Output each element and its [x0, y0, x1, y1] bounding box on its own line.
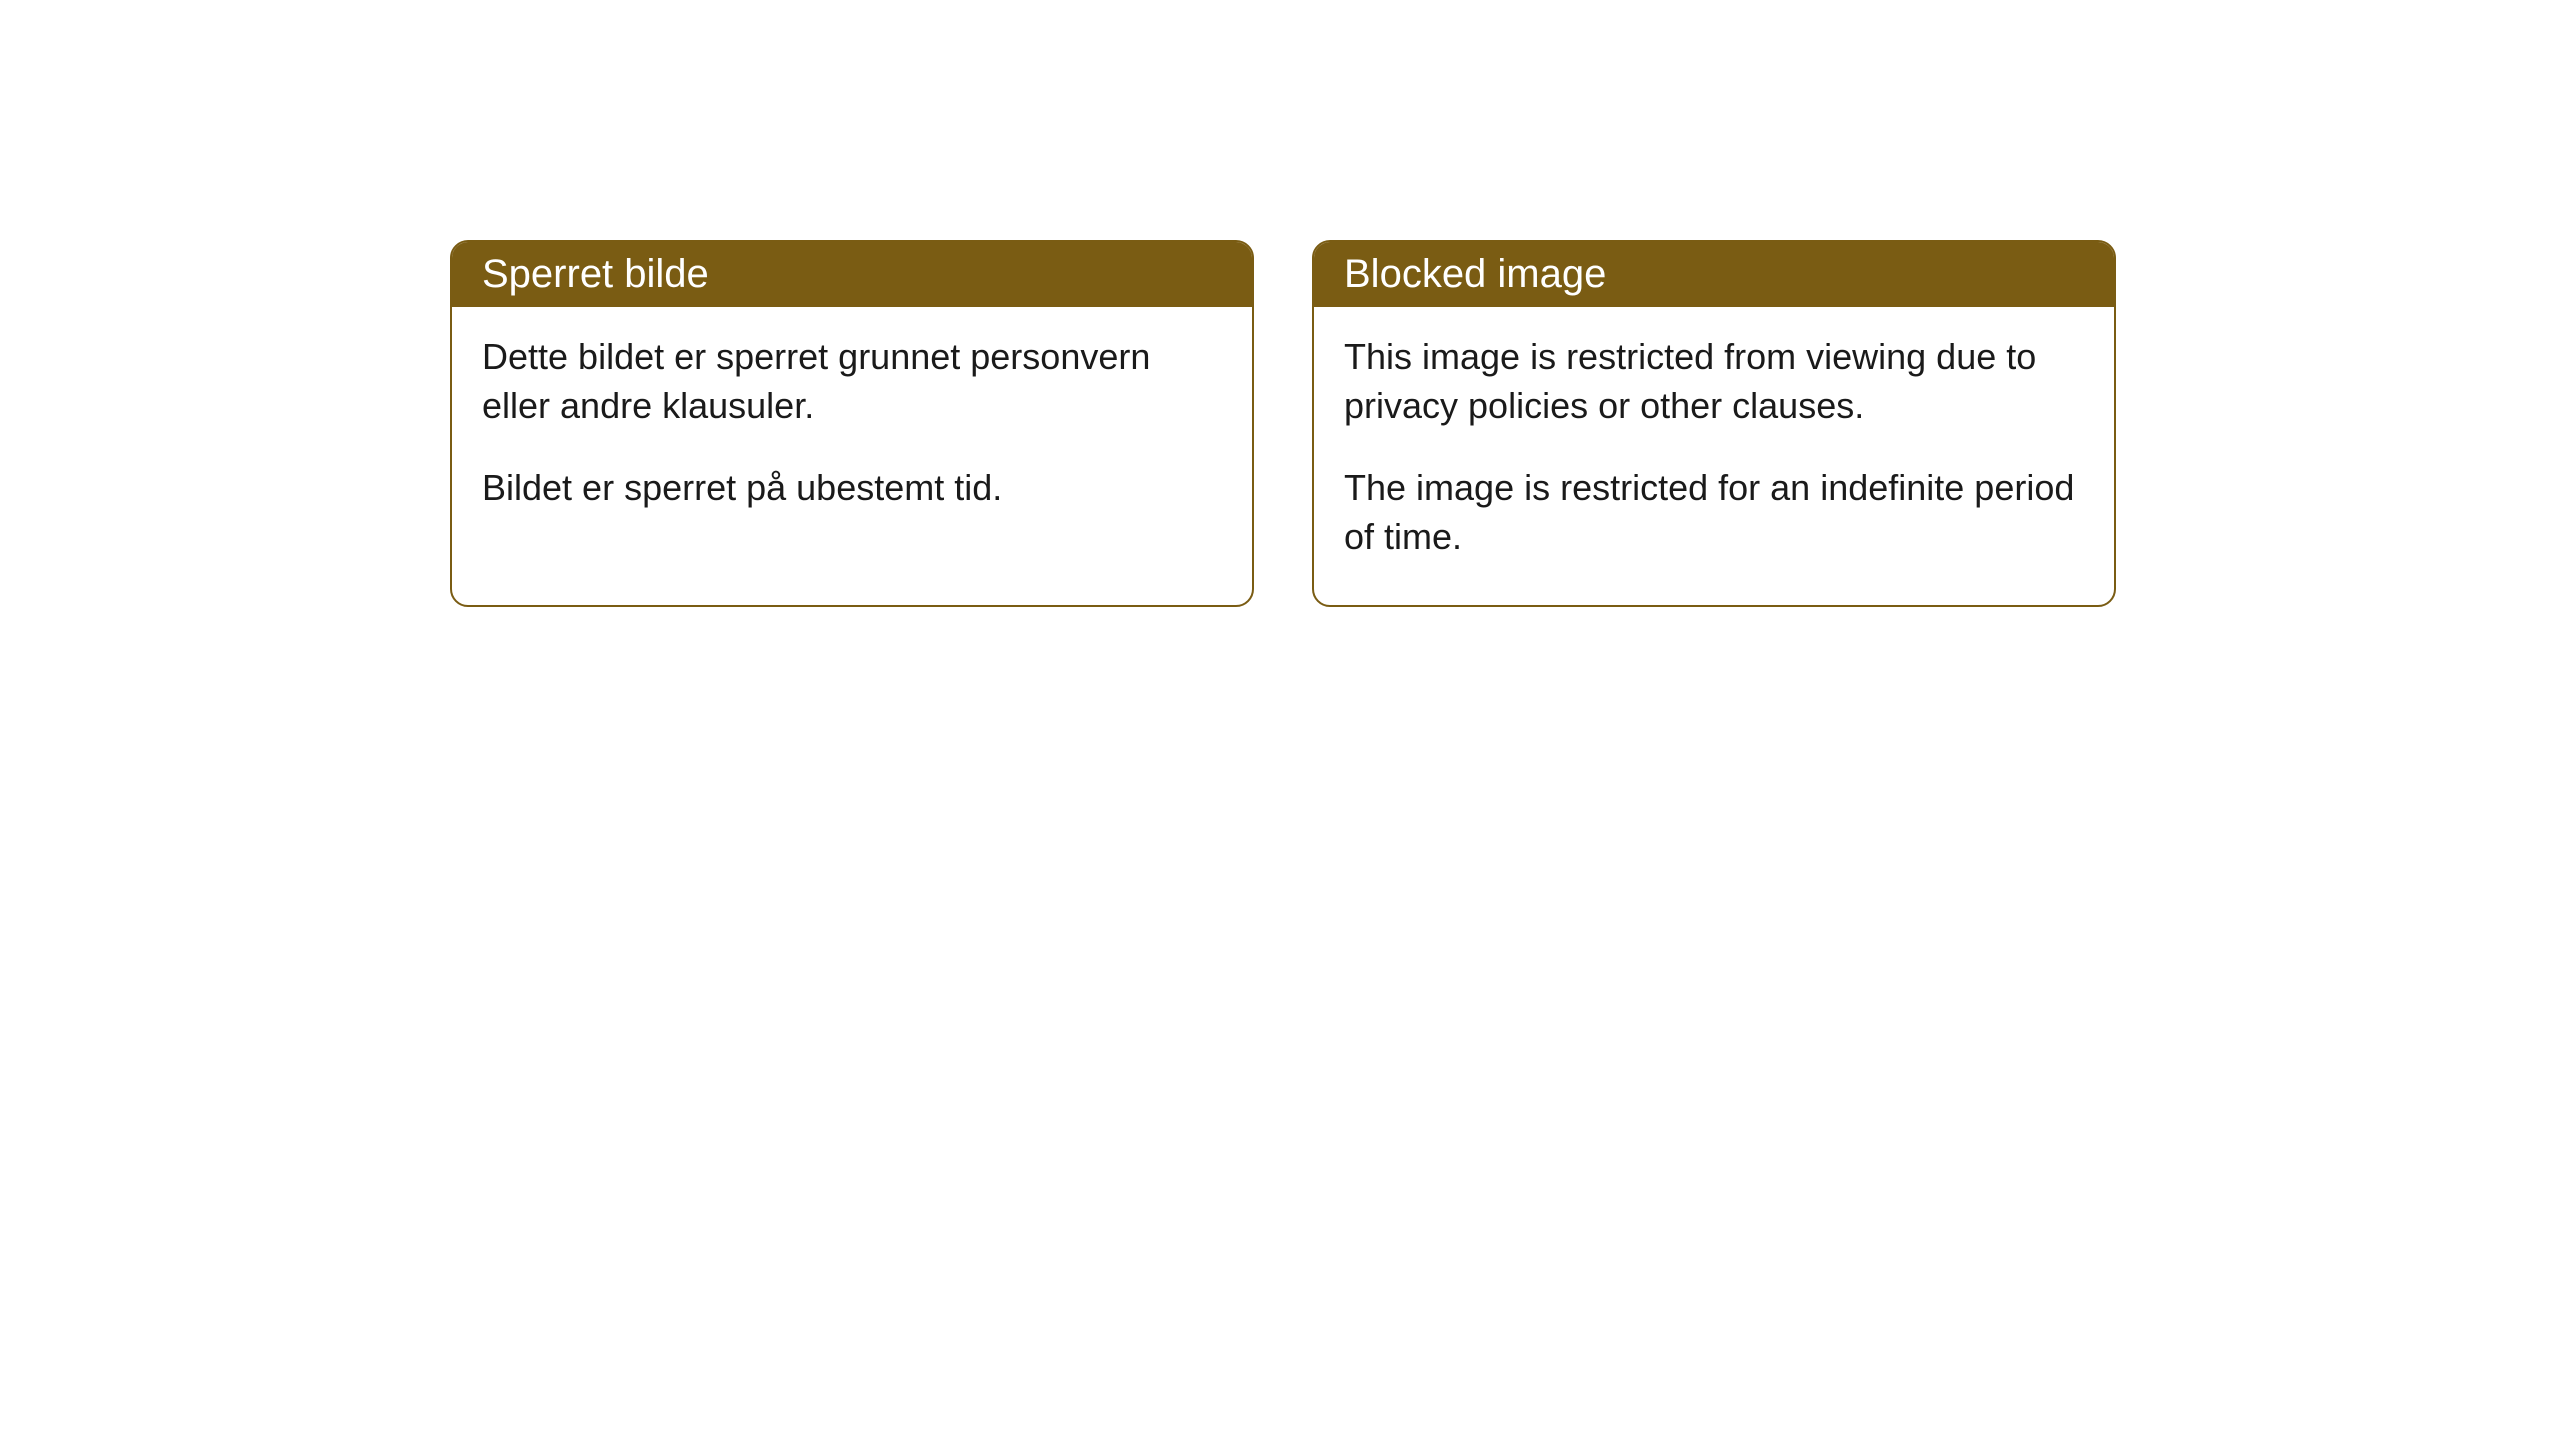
card-body: This image is restricted from viewing du… — [1314, 307, 2114, 605]
card-title: Blocked image — [1344, 252, 1606, 296]
card-header: Sperret bilde — [452, 242, 1252, 307]
notice-cards-container: Sperret bilde Dette bildet er sperret gr… — [450, 240, 2116, 607]
card-paragraph: The image is restricted for an indefinit… — [1344, 464, 2084, 561]
blocked-image-card-norwegian: Sperret bilde Dette bildet er sperret gr… — [450, 240, 1254, 607]
card-header: Blocked image — [1314, 242, 2114, 307]
card-paragraph: Bildet er sperret på ubestemt tid. — [482, 464, 1222, 513]
card-body: Dette bildet er sperret grunnet personve… — [452, 307, 1252, 557]
blocked-image-card-english: Blocked image This image is restricted f… — [1312, 240, 2116, 607]
card-paragraph: This image is restricted from viewing du… — [1344, 333, 2084, 430]
card-paragraph: Dette bildet er sperret grunnet personve… — [482, 333, 1222, 430]
card-title: Sperret bilde — [482, 252, 709, 296]
